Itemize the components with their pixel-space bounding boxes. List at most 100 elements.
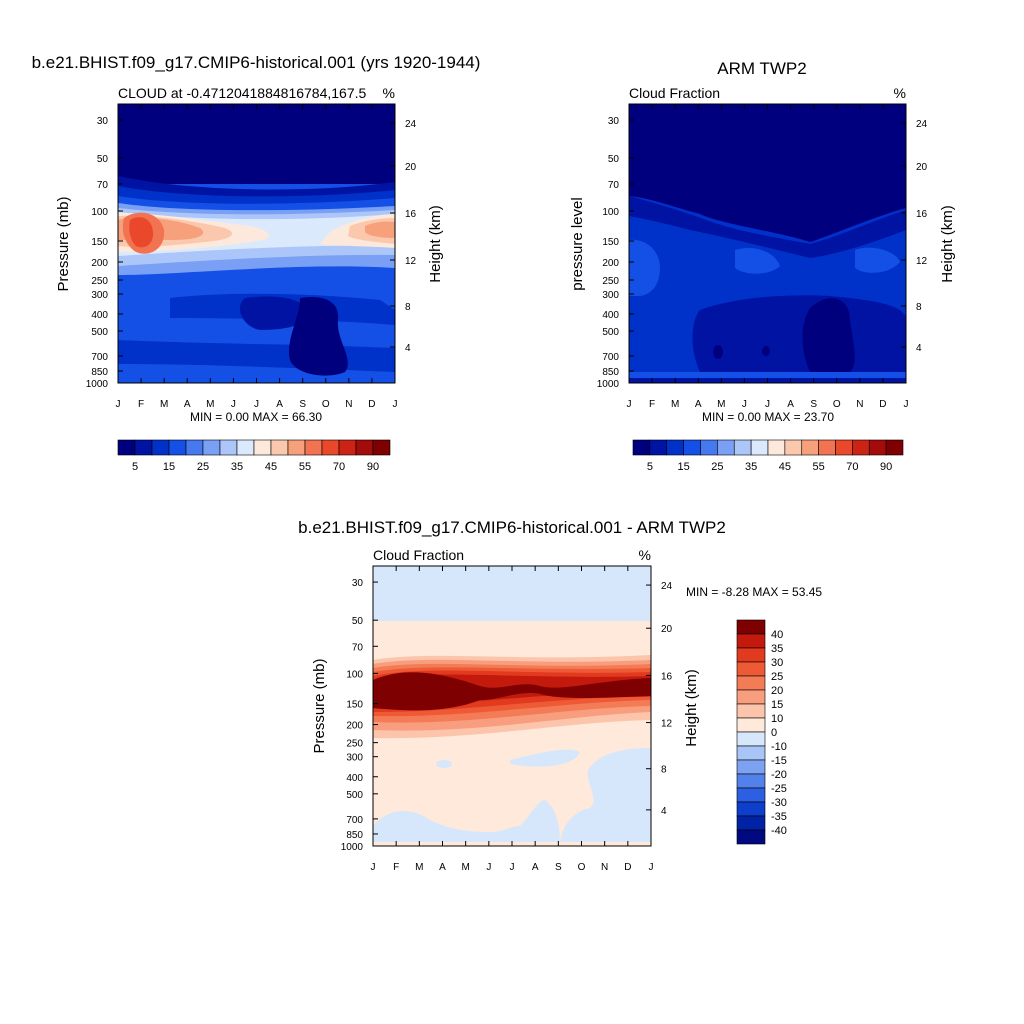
panel-b-minmax: MIN = 0.00 MAX = 23.70 <box>702 410 834 424</box>
panel-a-xtick-label: J <box>116 399 121 410</box>
panel-c-ytick-label: 850 <box>346 830 363 841</box>
panel-b-ytick-label: 850 <box>602 367 619 378</box>
panel-c-colorbar-swatch <box>736 829 766 845</box>
panel-a-xtick-label: N <box>345 399 352 410</box>
panel-a-xtick-label: M <box>206 399 214 410</box>
panel-c-colorbar-swatch <box>736 731 766 747</box>
panel-a-colorbar-swatch <box>202 439 221 456</box>
panel-a-left-string: CLOUD at -0.4712041884816784,167.5 <box>118 85 367 101</box>
panel-b-xtick-label: M <box>717 399 725 410</box>
panel-a-ytick-label: 400 <box>91 310 108 321</box>
panel-c-xtick-label: J <box>371 862 376 873</box>
panel-c-colorbar-swatch <box>736 787 766 803</box>
panel-b-right-string: % <box>894 85 906 101</box>
panel-c-colorbar-swatch <box>736 689 766 705</box>
panel-b-xtick-label: J <box>765 399 770 410</box>
panel-b-ytick-right-label: 12 <box>916 256 928 267</box>
panel-c-ytick-label: 30 <box>352 578 364 589</box>
panel-a-colorbar-label: 35 <box>231 461 243 473</box>
panel-b-xtick-label: J <box>742 399 747 410</box>
panel-a-xtick-label: F <box>138 399 144 410</box>
panel-c-ylabel: Pressure (mb) <box>311 658 328 753</box>
panel-c-xtick-label: N <box>601 862 608 873</box>
panel-c-ytick-label: 150 <box>346 699 363 710</box>
panel-c-contours <box>373 566 651 846</box>
panel-a-colorbar-swatch <box>372 439 391 456</box>
panel-c-colorbar-swatch <box>736 745 766 761</box>
panel-a-colorbar-swatch <box>355 439 374 456</box>
panel-c-ytick-label: 300 <box>346 753 363 764</box>
panel-b-ylabel-right: Height (km) <box>939 205 956 283</box>
panel-c-left-string: Cloud Fraction <box>373 547 464 563</box>
panel-c-ytick-right-label: 8 <box>661 765 667 776</box>
panel-b-xtick-label: J <box>904 399 909 410</box>
panel-a-ytick-label: 1000 <box>86 379 109 390</box>
panel-a-right-string: % <box>383 85 395 101</box>
panel-a-ytick-right-label: 16 <box>405 209 417 220</box>
panel-a-ytick-label: 700 <box>91 352 108 363</box>
panel-b-ytick-right-label: 24 <box>916 119 928 130</box>
panel-c-ytick-right-label: 24 <box>661 581 673 592</box>
panel-c-colorbar-label: 15 <box>771 699 783 711</box>
panel-a-xtick-label: O <box>322 399 330 410</box>
panel-a-colorbar-label: 15 <box>163 461 175 473</box>
panel-c-colorbar-swatch <box>736 633 766 649</box>
panel-b-ylabel: pressure level <box>569 197 586 290</box>
panel-a-ytick-label: 30 <box>97 116 109 127</box>
panel-b-title: ARM TWP2 <box>717 59 806 78</box>
panel-b-colorbar-label: 35 <box>745 461 757 473</box>
panel-c-colorbar-swatch <box>736 661 766 677</box>
panel-a-ytick-label: 500 <box>91 327 108 338</box>
panel-c-colorbar: 40 35 30 25 20 15 10 0 -10 -15 -20 -25 -30 -35 -40 <box>736 619 787 845</box>
panel-a-colorbar-swatch <box>270 439 289 456</box>
panel-a-colorbar-swatch <box>287 439 306 456</box>
panel-b-ytick-label: 300 <box>602 290 619 301</box>
panel-c-xtick-label: J <box>486 862 491 873</box>
panel-a-ytick-label: 300 <box>91 290 108 301</box>
panel-b-ytick-label: 500 <box>602 327 619 338</box>
panel-c-ytick-label: 250 <box>346 739 363 750</box>
panel-b-ytick-label: 1000 <box>597 379 620 390</box>
panel-b-ytick-label: 30 <box>608 116 620 127</box>
panel-a-ytick-label: 250 <box>91 276 108 287</box>
panel-b-ytick-right-label: 16 <box>916 209 928 220</box>
panel-a-ytick-right-label: 20 <box>405 162 417 173</box>
panel-c-xtick-label: A <box>439 862 446 873</box>
panel-c-minmax: MIN = -8.28 MAX = 53.45 <box>686 585 822 599</box>
panel-a-xtick-label: A <box>276 399 283 410</box>
panel-c-colorbar-swatch <box>736 703 766 719</box>
panel-b-xtick-label: O <box>833 399 841 410</box>
panel-c-xtick-label: M <box>415 862 423 873</box>
panel-b-ytick-label: 100 <box>602 207 619 218</box>
panel-b-colorbar-swatch <box>852 439 870 456</box>
panel-a-title: b.e21.BHIST.f09_g17.CMIP6-historical.001… <box>32 53 481 72</box>
panel-b-colorbar-swatch <box>835 439 853 456</box>
panel-b-colorbar-swatch <box>733 439 752 456</box>
panel-a-colorbar-label: 45 <box>265 461 277 473</box>
panel-a-colorbar-swatch <box>185 439 204 456</box>
panel-b-colorbar-label: 45 <box>779 461 791 473</box>
panel-b-ticks: J F M A M J J A S O N D J 30 50 70 100 150 200 250 300 400 500… <box>597 104 928 410</box>
panel-b-ytick-label: 150 <box>602 237 619 248</box>
panel-a-xtick-label: J <box>231 399 236 410</box>
panel-c-xtick-label: J <box>510 862 515 873</box>
panel-b-colorbar-swatch <box>818 439 836 456</box>
panel-b-xtick-label: N <box>856 399 863 410</box>
panel-c-ticks: J F M A M J J A S O N D J 30 50 70 100 150 200 250 300 400 500… <box>341 566 673 873</box>
panel-c-ytick-label: 200 <box>346 721 363 732</box>
panel-c-colorbar-label: -30 <box>771 797 787 809</box>
panel-c-xtick-label: A <box>532 862 539 873</box>
panel-b-colorbar: 5 15 25 35 45 55 70 90 <box>632 439 904 473</box>
panel-c-colorbar-label: -40 <box>771 825 787 837</box>
panel-c-ytick-right-label: 12 <box>661 719 673 730</box>
panel-c-title: b.e21.BHIST.f09_g17.CMIP6-historical.001… <box>298 518 726 537</box>
panel-a-ytick-label: 100 <box>91 207 108 218</box>
panel-b-ytick-label: 400 <box>602 310 619 321</box>
panel-a-ylabel-right: Height (km) <box>427 205 444 283</box>
panel-a-colorbar-label: 55 <box>299 461 311 473</box>
panel-b-colorbar-swatch <box>683 439 701 456</box>
panel-b-colorbar-swatch <box>885 439 904 456</box>
panel-c-right-string: % <box>639 547 651 563</box>
panel-a-colorbar: 5 15 25 35 45 55 70 90 <box>117 439 391 473</box>
panel-c-colorbar-label: -35 <box>771 811 787 823</box>
